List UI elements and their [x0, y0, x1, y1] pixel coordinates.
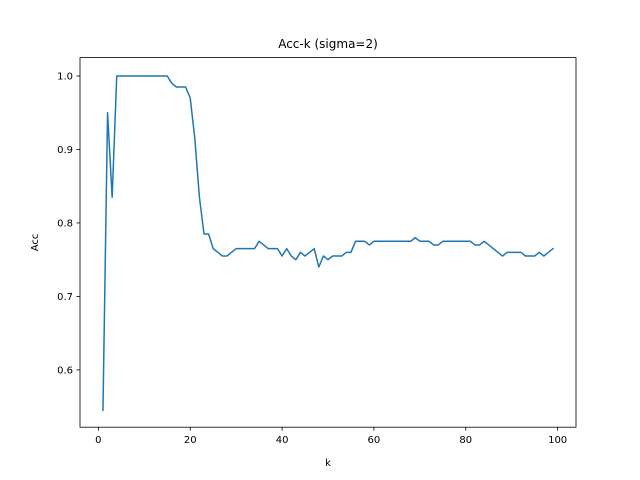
series-line: [102, 75, 555, 412]
x-tick-label: 60: [368, 435, 381, 446]
x-axis-ticks: 0 20 40 60 80 100: [95, 427, 567, 446]
x-tick-label: 100: [548, 435, 567, 446]
x-tick-label: 80: [459, 435, 472, 446]
y-tick-label: 0.9: [57, 145, 73, 156]
plot-area: [80, 57, 576, 428]
x-axis-label: k: [325, 458, 331, 469]
y-tick-label: 0.6: [57, 365, 73, 376]
y-tick-label: 0.8: [57, 218, 73, 229]
x-tick-label: 0: [95, 435, 101, 446]
x-tick-label: 40: [276, 435, 289, 446]
y-tick-label: 0.7: [57, 292, 73, 303]
chart-title: Acc-k (sigma=2): [278, 37, 378, 51]
x-tick-label: 20: [184, 435, 197, 446]
y-tick-label: 1.0: [57, 71, 73, 82]
y-axis-label: Acc: [30, 234, 41, 252]
y-axis-ticks: 0.6 0.7 0.8 0.9 1.0: [57, 71, 80, 376]
plot-frame: [79, 57, 577, 428]
